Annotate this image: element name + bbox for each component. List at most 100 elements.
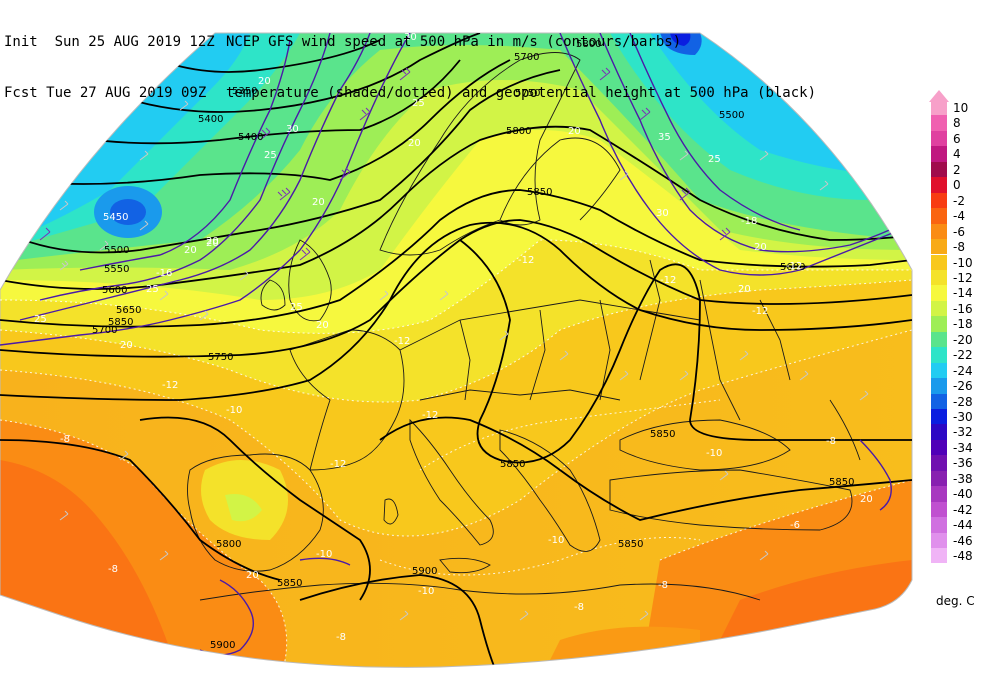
colorbar-label: -46: [953, 533, 973, 548]
colorbar-label: -4: [953, 209, 965, 224]
temperature-label: -12: [786, 261, 802, 272]
colorbar-level: -2: [931, 192, 991, 209]
temperature-label: -10: [706, 448, 722, 459]
height-labels: 5350 5400 5450 5500 5550 5600 5650 5700 …: [92, 39, 854, 651]
colorbar-swatch: [931, 532, 947, 549]
colorbar-level: 10: [931, 100, 991, 116]
colorbar-swatch: [931, 378, 947, 394]
colorbar-label: -38: [953, 471, 973, 486]
height-contours: [0, 33, 912, 668]
colorbar-swatch: [931, 362, 947, 379]
colorbar-level: -14: [931, 285, 991, 301]
colorbar-swatch: [931, 409, 947, 425]
colorbar-swatch: [931, 347, 947, 363]
colorbar-swatch: [931, 100, 947, 116]
colorbar-label: -16: [953, 301, 973, 316]
height-label: 5750: [208, 352, 233, 363]
colorbar-level: -16: [931, 300, 991, 317]
colorbar-level: -24: [931, 362, 991, 379]
colorbar-swatch: [931, 208, 947, 224]
temperature-label: -18: [741, 216, 757, 227]
height-label: 5550: [104, 264, 129, 275]
height-label: 5800: [576, 39, 601, 50]
height-label: 5850: [108, 317, 133, 328]
colorbar-label: 2: [953, 162, 961, 177]
wind-speed-label: 25: [708, 154, 721, 165]
colorbar-label: 6: [953, 131, 961, 146]
colorbar-label: -24: [953, 363, 973, 378]
height-label: 5750: [515, 88, 540, 99]
wind-speed-label: 25: [290, 302, 303, 313]
colorbar-level: 2: [931, 161, 991, 178]
wind-speed-label: 20: [860, 494, 873, 505]
temperature-label: -10: [316, 549, 332, 560]
wind-speed-label: 25: [34, 314, 47, 325]
colorbar-swatch: [931, 517, 947, 533]
height-label: 5600: [780, 262, 805, 273]
height-label: 5450: [103, 212, 128, 223]
height-label: 5850: [829, 477, 854, 488]
colorbar-swatch: [931, 439, 947, 456]
wind-speed-label: 25: [264, 150, 277, 161]
height-label: 5700: [514, 52, 539, 63]
temperature-label: -10: [418, 586, 434, 597]
colorbar-arrow: [929, 90, 949, 102]
temperature-label: -10: [226, 405, 242, 416]
temperature-label: -12: [422, 410, 438, 421]
coastlines: [187, 52, 861, 601]
height-label: 5800: [216, 539, 241, 550]
temperature-label: -8: [574, 602, 584, 613]
strong-wind-barbs: [39, 67, 731, 261]
wind-speed-label: 20: [754, 242, 767, 253]
colorbar-level: 8: [931, 115, 991, 131]
temperature-label: -12: [752, 306, 768, 317]
colorbar-swatch: [931, 424, 947, 440]
colorbar-level: -10: [931, 254, 991, 270]
wind-speed-label: 20: [246, 570, 259, 581]
colorbar-label: -12: [953, 270, 973, 285]
height-label: 5850: [277, 578, 302, 589]
colorbar-level: -32: [931, 424, 991, 440]
wind-speed-label: 20: [312, 197, 325, 208]
colorbar-swatch: [931, 223, 947, 240]
colorbar-level: -38: [931, 470, 991, 487]
colorbar-label: -26: [953, 379, 973, 394]
wind-speed-label: 30: [656, 208, 669, 219]
colorbar-level: -42: [931, 501, 991, 518]
height-label: 5900: [412, 566, 437, 577]
temperature-isotherms: [0, 239, 912, 668]
colorbar-level: -20: [931, 331, 991, 348]
wind-barbs: [59, 100, 869, 621]
colorbar-level: 4: [931, 146, 991, 162]
colorbar-swatch: [931, 486, 947, 502]
colorbar-label: 4: [953, 147, 961, 162]
wind-contours: [0, 33, 901, 656]
colorbar-label: -36: [953, 456, 973, 471]
temperature-label: -10: [548, 535, 564, 546]
height-label: 5400: [198, 114, 223, 125]
wind-speed-label: 20: [316, 320, 329, 331]
colorbar-swatch: [931, 331, 947, 348]
colorbar-level: -28: [931, 393, 991, 409]
forecast-time: Fcst Tue 27 AUG 2019 09Z: [4, 85, 207, 101]
wind-speed-label: 20: [408, 138, 421, 149]
colorbar-swatch: [931, 177, 947, 193]
colorbar-label: -32: [953, 425, 973, 440]
colorbar-swatch: [931, 161, 947, 178]
height-label: 5850: [500, 459, 525, 470]
colorbar-swatch: [931, 501, 947, 518]
colorbar-swatch: [931, 115, 947, 131]
product-title: NCEP GFS wind speed at 500 hPa in m/s (c…: [226, 34, 682, 50]
temperature-label: -6: [790, 520, 800, 531]
colorbar-label: -30: [953, 410, 973, 424]
colorbar-level: -22: [931, 347, 991, 363]
colorbar-label: -2: [953, 193, 965, 208]
colorbar-label: -22: [953, 348, 973, 363]
colorbar-level: 6: [931, 130, 991, 147]
colorbar-label: -20: [953, 332, 973, 347]
colorbar-units: deg. C: [936, 594, 975, 608]
colorbar-label: -28: [953, 394, 973, 409]
temperature-label: -12: [518, 255, 534, 266]
height-label: 5850: [527, 187, 552, 198]
